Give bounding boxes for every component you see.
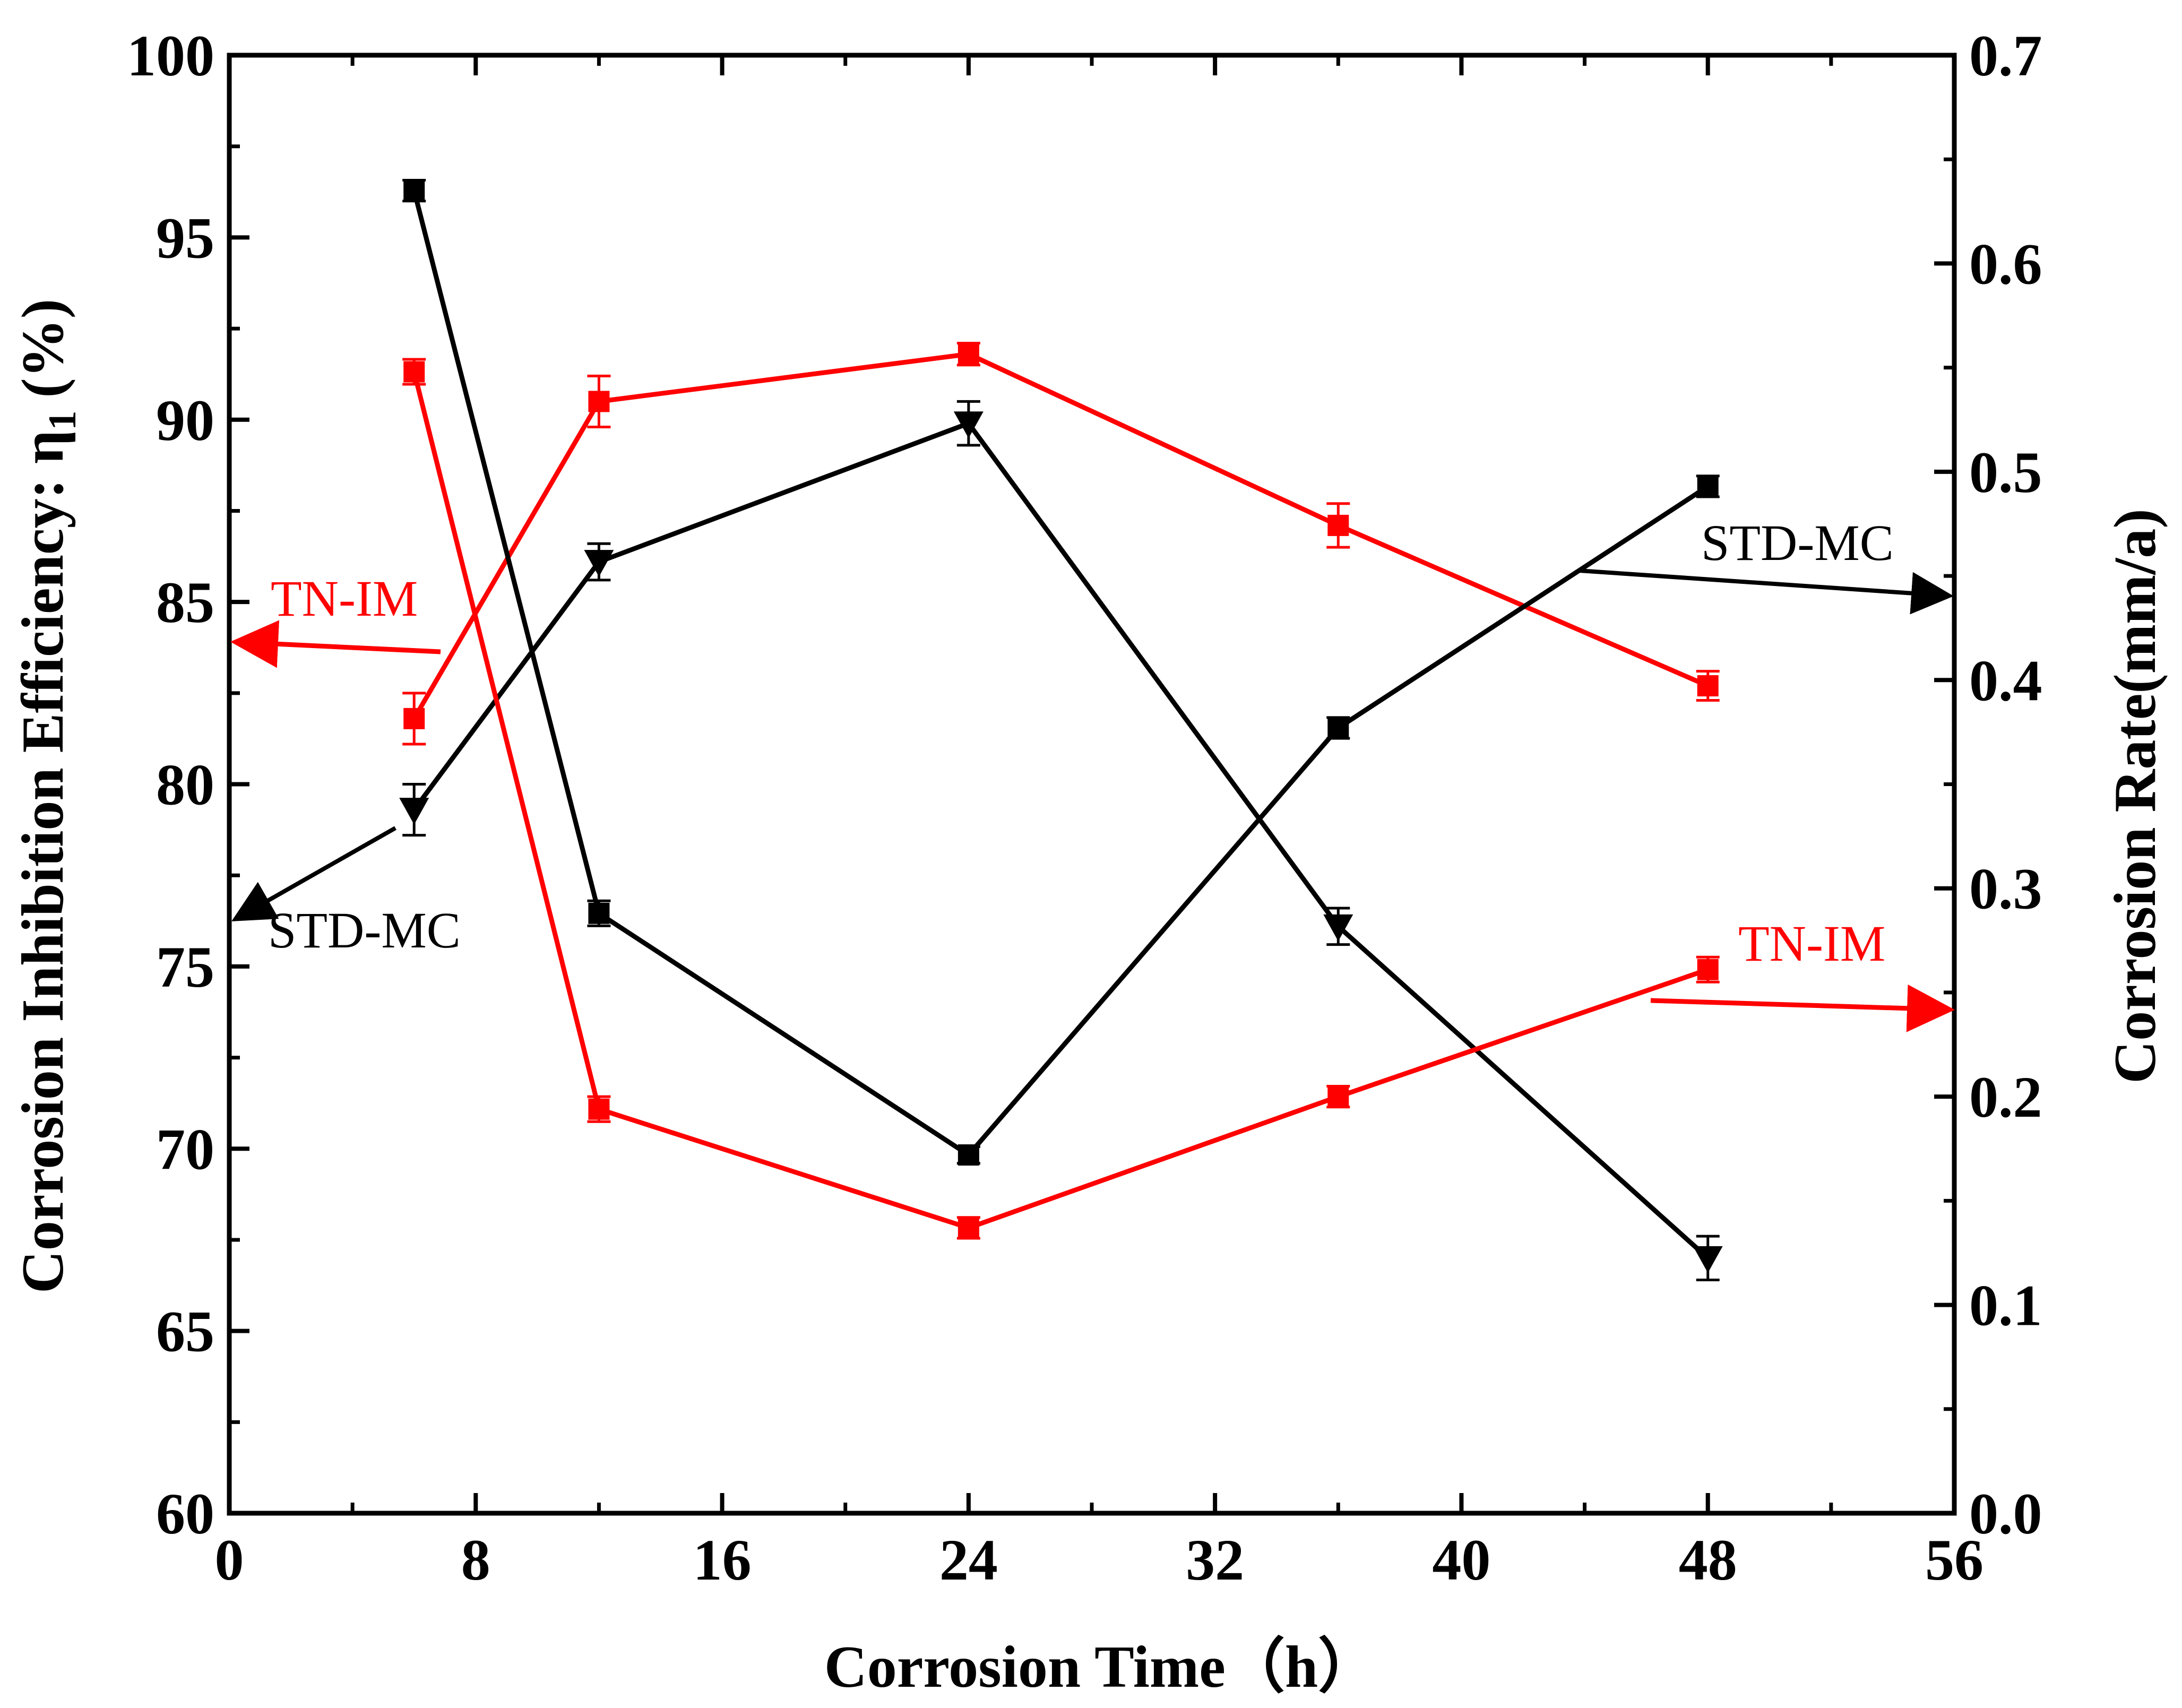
left-y-axis-title: Corrosion Inhibition Efficiency: η1 (%) <box>10 299 84 1293</box>
right-y-tick-label: 0.4 <box>1969 648 2042 713</box>
series-tn-im-right <box>402 358 1720 1240</box>
data-point <box>403 361 425 383</box>
left-y-tick-label: 75 <box>156 935 214 999</box>
data-point <box>1697 959 1719 980</box>
annotation-tn-im-left: TN-IM <box>230 570 441 668</box>
right-y-tick-label: 0.6 <box>1969 231 2042 296</box>
x-tick-label: 48 <box>1679 1528 1737 1592</box>
data-point <box>1327 717 1349 739</box>
x-tick-label: 56 <box>1925 1528 1983 1592</box>
series-std-mc-left <box>399 400 1723 1281</box>
left-y-tick-label: 95 <box>156 205 214 270</box>
annotation-arrow <box>230 620 441 668</box>
annotation-label: TN-IM <box>1738 915 1885 972</box>
data-point <box>399 798 429 825</box>
annotation-tn-im-right: TN-IM <box>1650 915 1955 1032</box>
x-tick-label: 0 <box>215 1528 244 1592</box>
annotation-label: STD-MC <box>268 902 461 959</box>
data-point <box>1323 914 1353 942</box>
annotation-std-mc-left: STD-MC <box>231 826 461 959</box>
x-axis-title: Corrosion Time（h） <box>824 1634 1377 1700</box>
right-y-axis-title: Corrosion Rate(mm/a) <box>2102 508 2168 1083</box>
left-y-tick-label: 60 <box>156 1481 214 1546</box>
right-y-tick-label: 0.2 <box>1969 1065 2042 1129</box>
data-point <box>953 411 984 438</box>
data-point <box>958 1144 979 1166</box>
left-y-tick-label: 100 <box>127 23 214 88</box>
right-y-tick-label: 0.1 <box>1969 1273 2042 1338</box>
right-y-tick-label: 0.0 <box>1969 1481 2042 1546</box>
series-layer <box>399 178 1723 1281</box>
left-y-axis-title-unit: (%) <box>10 299 76 398</box>
annotation-arrow <box>231 826 396 921</box>
data-point <box>1327 1086 1349 1108</box>
series-std-mc-right <box>402 178 1720 1166</box>
right-y-tick-label: 0.7 <box>1969 23 2042 88</box>
left-y-tick-label: 65 <box>156 1299 214 1364</box>
series-line <box>412 421 1710 1260</box>
left-y-tick-label: 80 <box>156 753 214 817</box>
left-y-axis-title-main: Corrosion Inhibition Efficiency: η <box>10 430 76 1294</box>
left-y-tick-label: 85 <box>156 570 214 635</box>
data-point <box>403 708 425 729</box>
right-y-tick-label: 0.5 <box>1969 440 2042 505</box>
data-point <box>958 343 979 365</box>
data-point <box>1327 514 1349 536</box>
x-tick-label: 40 <box>1432 1528 1490 1592</box>
x-axis-ticks: 0 8 16 24 32 40 48 56 <box>215 55 1983 1592</box>
data-point <box>1697 476 1719 497</box>
right-y-axis-ticks: 0.0 0.1 0.2 0.3 0.4 0.5 0.6 0.7 <box>1934 23 2042 1546</box>
x-tick-label: 24 <box>939 1528 998 1592</box>
left-y-tick-label: 90 <box>156 388 214 453</box>
right-y-tick-label: 0.3 <box>1969 857 2042 921</box>
x-tick-label: 8 <box>461 1528 490 1592</box>
left-y-tick-label: 70 <box>156 1117 214 1181</box>
plot-frame <box>227 53 1957 1516</box>
data-point <box>958 1217 979 1239</box>
series-tn-im-left <box>402 342 1720 746</box>
annotation-label: STD-MC <box>1701 514 1894 571</box>
x-tick-label: 32 <box>1186 1528 1244 1592</box>
left-y-axis-title-subscript: 1 <box>41 411 84 430</box>
x-tick-label: 16 <box>693 1528 752 1592</box>
data-point <box>588 1098 610 1120</box>
annotation-arrow <box>1579 568 1954 615</box>
annotation-arrow <box>1650 984 1955 1032</box>
data-point <box>588 391 610 412</box>
series-line <box>411 189 1710 1158</box>
annotation-std-mc-right: STD-MC <box>1579 514 1954 615</box>
data-point <box>1697 675 1719 697</box>
plot-border <box>227 53 1957 1516</box>
left-y-axis-ticks: 60 65 70 75 80 85 90 95 100 <box>127 23 249 1546</box>
data-point <box>588 902 610 924</box>
data-point <box>1693 1246 1723 1273</box>
data-point <box>584 550 614 577</box>
data-point <box>403 180 425 202</box>
annotation-label: TN-IM <box>271 570 418 627</box>
